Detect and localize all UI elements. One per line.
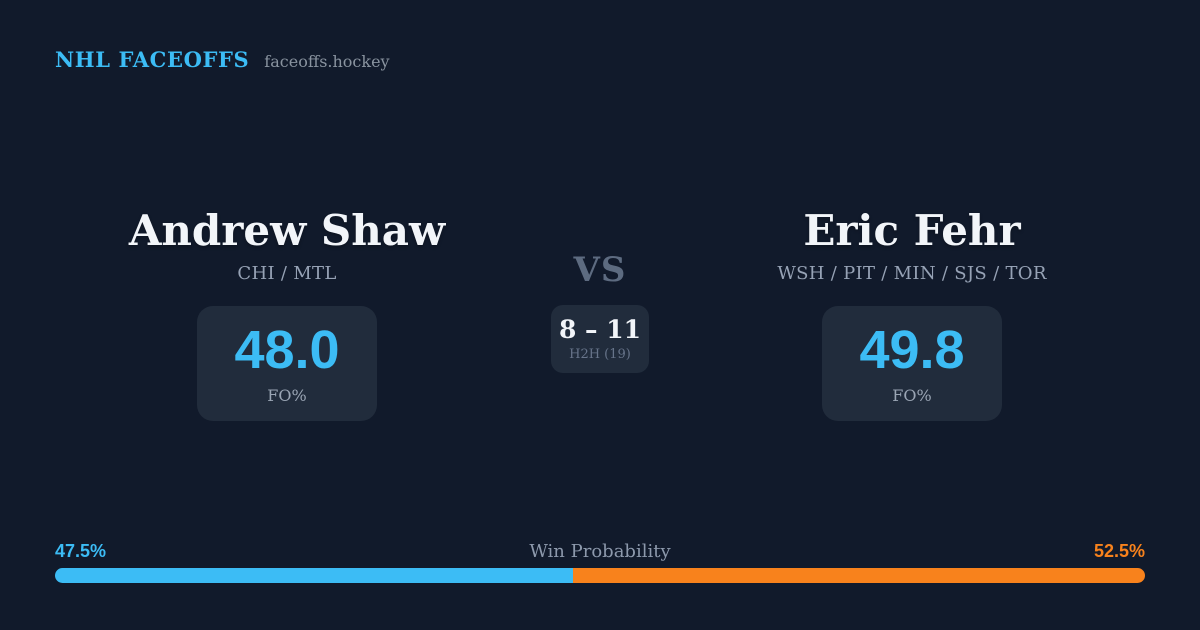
player-right-teams: WSH / PIT / MIN / SJS / TOR: [777, 263, 1047, 285]
player-left-fo-label: FO%: [267, 385, 307, 405]
winprob-bar-left-segment: [55, 568, 573, 583]
winprob-bar-right-segment: [572, 568, 1145, 583]
winprob-bar: [55, 568, 1145, 583]
player-right-fo-label: FO%: [892, 385, 932, 405]
player-right-fo-card: 49.8 FO%: [822, 306, 1002, 422]
vs-column: VS 8 – 11 H2H (19): [510, 250, 690, 373]
h2h-score: 8 – 11: [558, 314, 642, 344]
player-left-fo-value: 48.0: [234, 319, 340, 380]
player-right-fo-value: 49.8: [859, 319, 965, 380]
winprob-right-pct: 52.5%: [1093, 541, 1145, 561]
vs-label: VS: [573, 250, 627, 290]
player-left-teams: CHI / MTL: [237, 263, 337, 285]
winprob-left-pct: 47.5%: [55, 541, 107, 561]
header: NHL FACEOFFS faceoffs.hockey: [55, 47, 390, 72]
player-right-name: Eric Fehr: [803, 206, 1021, 255]
h2h-label: H2H (19): [569, 346, 631, 362]
brand-title: NHL FACEOFFS: [55, 47, 250, 72]
player-left-name: Andrew Shaw: [128, 206, 446, 255]
player-left-column: Andrew Shaw CHI / MTL 48.0 FO%: [87, 206, 487, 422]
player-left-fo-card: 48.0 FO%: [197, 306, 377, 422]
player-right-column: Eric Fehr WSH / PIT / MIN / SJS / TOR 49…: [712, 206, 1112, 422]
winprob-title: Win Probability: [529, 541, 671, 562]
site-domain: faceoffs.hockey: [264, 52, 390, 71]
h2h-card: 8 – 11 H2H (19): [551, 305, 649, 373]
